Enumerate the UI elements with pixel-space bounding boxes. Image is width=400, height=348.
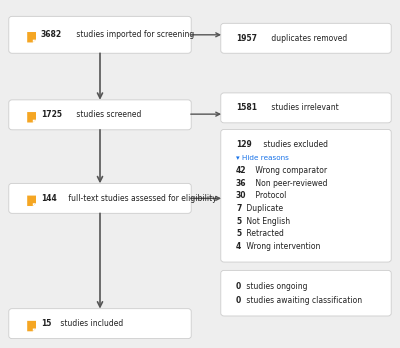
Text: studies irrelevant: studies irrelevant (270, 103, 339, 112)
Text: 5: 5 (236, 217, 241, 226)
Text: studies screened: studies screened (74, 110, 142, 119)
FancyBboxPatch shape (221, 93, 391, 123)
Text: 3682 studies imported for screening: 3682 studies imported for screening (41, 30, 180, 39)
Text: studies awaiting classification: studies awaiting classification (244, 295, 362, 304)
FancyBboxPatch shape (9, 309, 191, 339)
Text: 36: 36 (236, 179, 246, 188)
Text: 5: 5 (236, 229, 241, 238)
Polygon shape (33, 203, 36, 206)
Text: Retracted: Retracted (244, 229, 284, 238)
Text: 1725: 1725 (41, 110, 62, 119)
Polygon shape (27, 196, 36, 206)
Text: 30: 30 (236, 191, 246, 200)
FancyBboxPatch shape (221, 129, 391, 262)
Text: studies excluded: studies excluded (261, 140, 328, 149)
Text: 15 studies included: 15 studies included (41, 319, 116, 328)
Text: Not English: Not English (244, 217, 290, 226)
Text: 4: 4 (236, 242, 241, 251)
Text: full-text studies assessed for eligibility: full-text studies assessed for eligibili… (66, 194, 217, 203)
FancyBboxPatch shape (221, 270, 391, 316)
Polygon shape (33, 120, 36, 122)
Text: 0: 0 (236, 282, 241, 291)
Text: 1957: 1957 (236, 34, 257, 43)
Text: duplicates removed: duplicates removed (270, 34, 348, 43)
FancyBboxPatch shape (9, 100, 191, 130)
Text: Duplicate: Duplicate (244, 204, 284, 213)
Text: 144 full-text studies assessed for eligibility: 144 full-text studies assessed for eligi… (41, 194, 206, 203)
Text: Wrong intervention: Wrong intervention (244, 242, 321, 251)
Text: studies ongoing: studies ongoing (244, 282, 308, 291)
Text: 144: 144 (41, 194, 56, 203)
Polygon shape (27, 321, 36, 331)
Text: Non peer-reviewed: Non peer-reviewed (253, 179, 327, 188)
Polygon shape (33, 329, 36, 331)
Text: 1581: 1581 (236, 103, 257, 112)
Text: 42: 42 (236, 166, 246, 175)
Polygon shape (27, 32, 36, 42)
Text: 0: 0 (236, 295, 241, 304)
Text: 1725 studies screened: 1725 studies screened (41, 110, 128, 119)
FancyBboxPatch shape (9, 183, 191, 213)
Text: 3682: 3682 (41, 30, 62, 39)
FancyBboxPatch shape (9, 16, 191, 53)
Text: Protocol: Protocol (253, 191, 286, 200)
Text: 15: 15 (41, 319, 51, 328)
Polygon shape (33, 40, 36, 42)
Text: studies included: studies included (58, 319, 123, 328)
Text: 7: 7 (236, 204, 241, 213)
FancyBboxPatch shape (221, 23, 391, 53)
Text: ▾ Hide reasons: ▾ Hide reasons (236, 155, 289, 160)
Polygon shape (27, 112, 36, 122)
Text: 129: 129 (236, 140, 252, 149)
Text: studies imported for screening: studies imported for screening (74, 30, 194, 39)
Text: Wrong comparator: Wrong comparator (253, 166, 327, 175)
